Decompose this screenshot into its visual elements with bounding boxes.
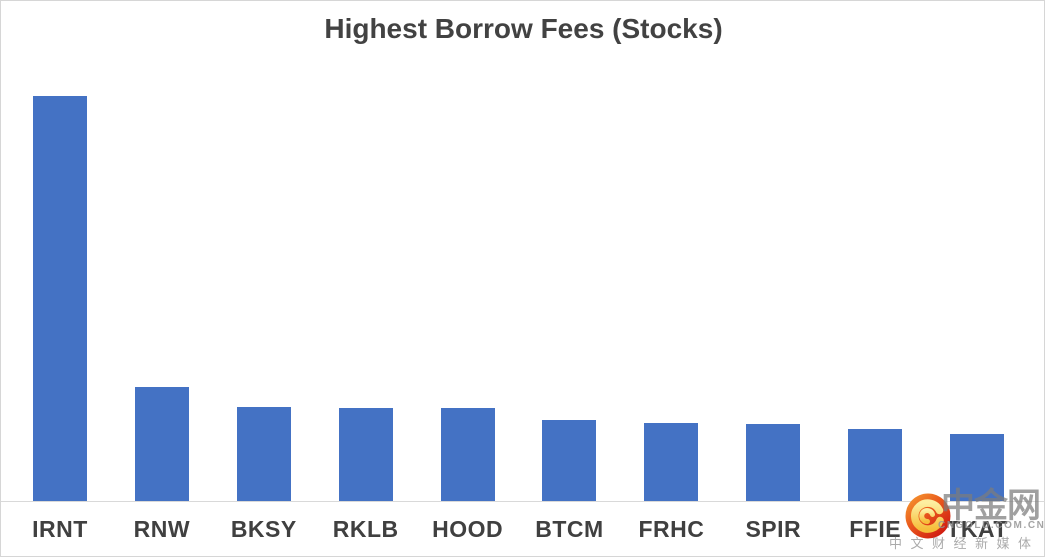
bar-slot-tkat [926, 60, 1028, 501]
bar-slot-rnw [111, 60, 213, 501]
bar-rnw [134, 387, 189, 501]
bar-ffie [848, 429, 903, 501]
x-label-bksy: BKSY [230, 516, 297, 542]
x-label-irnt: IRNT [32, 516, 88, 542]
x-label-hood: HOOD [432, 516, 504, 542]
x-label-spir: SPIR [745, 516, 802, 542]
bar-irnt [32, 96, 87, 501]
bar-hood [440, 407, 495, 501]
plot-area [9, 60, 1028, 501]
x-axis-labels: IRNT RNW BKSY RKLB HOOD BTCM FRHC SPIR FFIE TKAT [9, 516, 1028, 543]
chart-title: Highest Borrow Fees (Stocks) [324, 13, 723, 44]
bar-rklb [338, 407, 393, 501]
bar-tkat [950, 434, 1005, 501]
bar-slot-spir [722, 60, 824, 501]
bar-slot-irnt [9, 60, 111, 501]
cngold-logo-icon [905, 493, 951, 539]
x-label-btcm: BTCM [535, 516, 604, 542]
bar-slot-bksy [213, 60, 315, 501]
bar-btcm [542, 419, 597, 501]
bar-frhc [644, 422, 699, 501]
watermark-tagline: 中文财经新媒体 [889, 536, 1040, 551]
x-label-frhc: FRHC [638, 516, 705, 542]
watermark-domain: CNGOLD.COM.CN [938, 520, 1046, 531]
x-label-rklb: RKLB [332, 516, 399, 542]
x-label-rnw: RNW [133, 516, 191, 542]
bar-slot-frhc [620, 60, 722, 501]
x-label-tkat: TKAT [946, 516, 1008, 542]
bar-slot-btcm [519, 60, 621, 501]
bar-bksy [236, 406, 291, 501]
x-label-ffie: FFIE [849, 516, 902, 542]
bar-slot-ffie [824, 60, 926, 501]
x-axis-line [1, 501, 1045, 502]
bar-slot-rklb [315, 60, 417, 501]
bar-slot-hood [417, 60, 519, 501]
watermark-brand: 中金网 [941, 487, 1041, 525]
bar-spir [746, 423, 801, 501]
